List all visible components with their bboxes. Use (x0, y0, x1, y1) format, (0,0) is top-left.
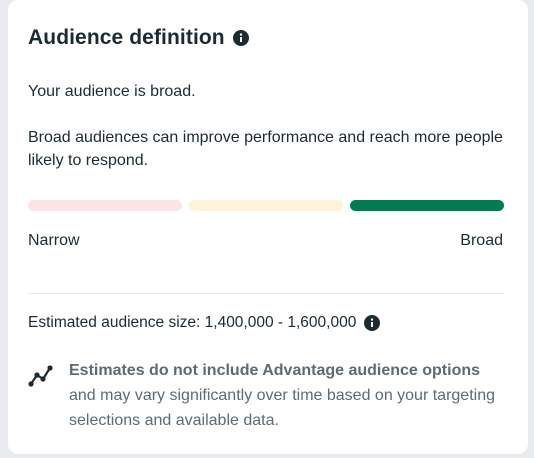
estimate-note: Estimates do not include Advantage audie… (28, 358, 509, 433)
estimate-value: 1,400,000 - 1,600,000 (204, 314, 357, 331)
estimate-note-bold: Estimates do not include Advantage audie… (69, 362, 481, 379)
estimated-audience-size: Estimated audience size: 1,400,000 - 1,6… (28, 314, 381, 332)
info-icon[interactable] (232, 30, 249, 46)
meter-label-narrow: Narrow (28, 232, 80, 249)
info-icon[interactable] (364, 315, 381, 331)
audience-status-text: Your audience is broad. (28, 83, 196, 100)
divider (28, 293, 504, 294)
estimate-note-rest: and may vary significantly over time bas… (69, 387, 495, 429)
trend-line-icon (28, 362, 56, 390)
card-header: Audience definition (28, 26, 249, 50)
audience-breadth-meter (28, 200, 504, 212)
audience-definition-card: Audience definition Your audience is bro… (8, 0, 528, 454)
estimate-note-text: Estimates do not include Advantage audie… (69, 358, 509, 433)
audience-description: Broad audiences can improve performance … (28, 129, 503, 169)
meter-segment-medium (189, 200, 343, 211)
meter-segment-broad (350, 200, 504, 211)
meter-label-broad: Broad (460, 232, 503, 249)
meter-segment-narrow (28, 200, 182, 211)
estimate-label: Estimated audience size: (28, 314, 201, 331)
card-title: Audience definition (28, 26, 225, 49)
